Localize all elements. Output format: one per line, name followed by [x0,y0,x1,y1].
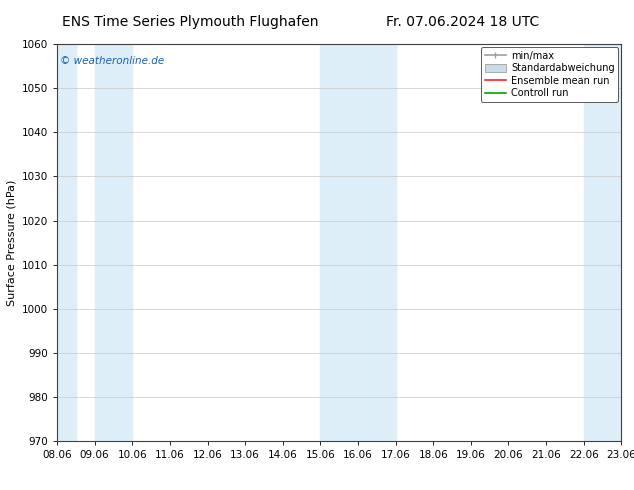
Legend: min/max, Standardabweichung, Ensemble mean run, Controll run: min/max, Standardabweichung, Ensemble me… [481,47,618,102]
Bar [584,44,621,441]
Bar [94,44,133,441]
Bar [320,44,396,441]
Text: Fr. 07.06.2024 18 UTC: Fr. 07.06.2024 18 UTC [386,15,540,29]
Y-axis label: Surface Pressure (hPa): Surface Pressure (hPa) [6,179,16,306]
Bar [57,44,76,441]
Text: © weatheronline.de: © weatheronline.de [60,56,164,66]
Text: ENS Time Series Plymouth Flughafen: ENS Time Series Plymouth Flughafen [62,15,318,29]
